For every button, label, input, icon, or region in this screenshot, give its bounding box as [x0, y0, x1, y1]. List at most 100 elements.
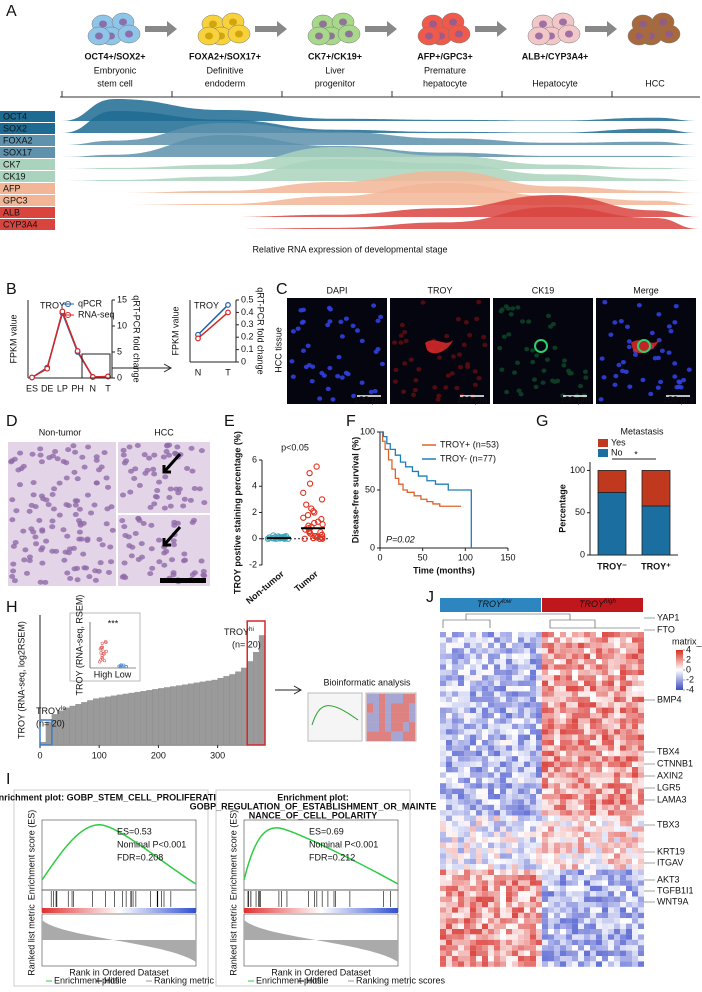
- heatmap-cell: [530, 767, 536, 773]
- heatmap-cell: [512, 713, 518, 719]
- heatmap-cell: [560, 637, 566, 643]
- bar: [69, 705, 76, 746]
- nucleus: [330, 397, 336, 402]
- heatmap-cell: [584, 934, 590, 940]
- heatmap-cell: [608, 794, 614, 800]
- heatmap-cell: [446, 821, 452, 827]
- heatmap-cell: [572, 756, 578, 762]
- nucleus: [339, 334, 345, 339]
- heatmap-cell: [530, 723, 536, 730]
- heatmap-cell: [530, 783, 536, 789]
- heatmap-cell: [632, 756, 638, 762]
- heatmap-cell: [572, 821, 578, 827]
- heatmap-cell: [464, 912, 470, 919]
- heatmap-cell: [536, 750, 542, 757]
- gene-label: CYP3A4: [3, 219, 38, 229]
- heatmap-cell: [512, 745, 518, 751]
- heatmap-cell: [446, 680, 452, 686]
- heatmap-cell: [632, 821, 638, 827]
- heatmap-cell: [602, 696, 608, 703]
- cell-nucleus: [18, 466, 25, 472]
- heatmap-cell: [500, 761, 506, 767]
- heatmap-cell: [536, 675, 542, 681]
- heatmap-cell: [446, 637, 452, 643]
- cell-nucleus: [126, 444, 133, 450]
- heatmap-cell: [458, 923, 464, 929]
- cell-nucleus: [160, 454, 167, 460]
- heatmap-cell: [518, 750, 524, 757]
- heatmap-cell: [506, 810, 512, 816]
- cell-nucleus: [119, 518, 126, 524]
- heatmap-cell: [554, 729, 560, 735]
- heatmap-cell: [620, 885, 626, 892]
- heatmap-cell: [488, 642, 494, 649]
- heatmap-cell: [452, 929, 458, 935]
- heatmap-cell: [584, 713, 590, 719]
- heatmap-cell: [596, 810, 602, 816]
- nucleus: [545, 313, 551, 319]
- heatmap-cell: [566, 864, 572, 870]
- series-line: [31, 310, 109, 379]
- heatmap-cell: [626, 718, 632, 724]
- heatmap-cell: [482, 669, 488, 676]
- point: [29, 374, 35, 381]
- heatmap-cell: [566, 896, 572, 902]
- heatmap-cell: [614, 950, 620, 956]
- heatmap-cell: [458, 907, 464, 913]
- heatmap-cell: [476, 902, 482, 908]
- heatmap-cell: [590, 929, 596, 935]
- arrow: [162, 526, 182, 547]
- heatmap-cell: [512, 761, 518, 767]
- heatmap-cell: [590, 637, 596, 643]
- heatmap-cell: [446, 880, 452, 886]
- heatmap-cell: [476, 675, 482, 681]
- heatmap-cell: [560, 702, 566, 708]
- nucleus: [547, 324, 553, 329]
- y-tick-label: 50: [365, 484, 375, 494]
- heatmap-cell: [524, 642, 530, 649]
- heatmap-cell: [494, 837, 500, 843]
- heatmap-cell: [638, 696, 644, 703]
- heatmap-cell: [620, 945, 626, 951]
- heatmap-cell: [608, 664, 614, 670]
- heatmap-cell: [524, 691, 530, 697]
- heatmap-cell: [584, 815, 590, 821]
- heatmap-cell: [596, 680, 602, 686]
- heatmap-cell: [566, 745, 572, 751]
- heatmap-cell: [602, 675, 608, 681]
- heatmap-cell: [500, 642, 506, 649]
- heatmap-cell: [464, 642, 470, 649]
- heatmap-cell: [482, 659, 488, 665]
- heatmap-cell: [458, 956, 464, 962]
- annotation: *: [634, 449, 638, 459]
- heatmap-cell: [638, 885, 644, 892]
- heatmap-cell: [530, 696, 536, 703]
- heatmap-cell: [584, 740, 590, 746]
- cell-nucleus: [99, 542, 106, 548]
- inset-category: High: [94, 669, 113, 679]
- nucleus: [403, 338, 409, 344]
- heatmap-cell: [518, 923, 524, 929]
- thumb-cell: [379, 703, 385, 713]
- heatmap-cell: [542, 642, 548, 649]
- heatmap-cell: [530, 923, 536, 929]
- heatmap-cell: [554, 848, 560, 854]
- thumb-cell: [403, 722, 409, 732]
- heatmap-cell: [536, 777, 542, 784]
- heatmap-cell: [536, 902, 542, 908]
- nucleus: [290, 329, 296, 334]
- heatmap-cell: [590, 794, 596, 800]
- heatmap-cell: [464, 902, 470, 908]
- cell-nucleus: [9, 573, 16, 579]
- heatmap-cell: [482, 707, 488, 713]
- heatmap-cell: [446, 918, 452, 924]
- heatmap-cell: [542, 950, 548, 956]
- heatmap-cell: [608, 945, 614, 951]
- heatmap-cell: [464, 799, 470, 805]
- heatmap-cell: [458, 939, 464, 946]
- gsea-stat: FDR=0.208: [117, 852, 163, 862]
- heatmap-cell: [590, 831, 596, 838]
- heatmap-cell: [452, 923, 458, 929]
- heatmap-cell: [458, 702, 464, 708]
- y-tick-label: 2: [252, 507, 257, 517]
